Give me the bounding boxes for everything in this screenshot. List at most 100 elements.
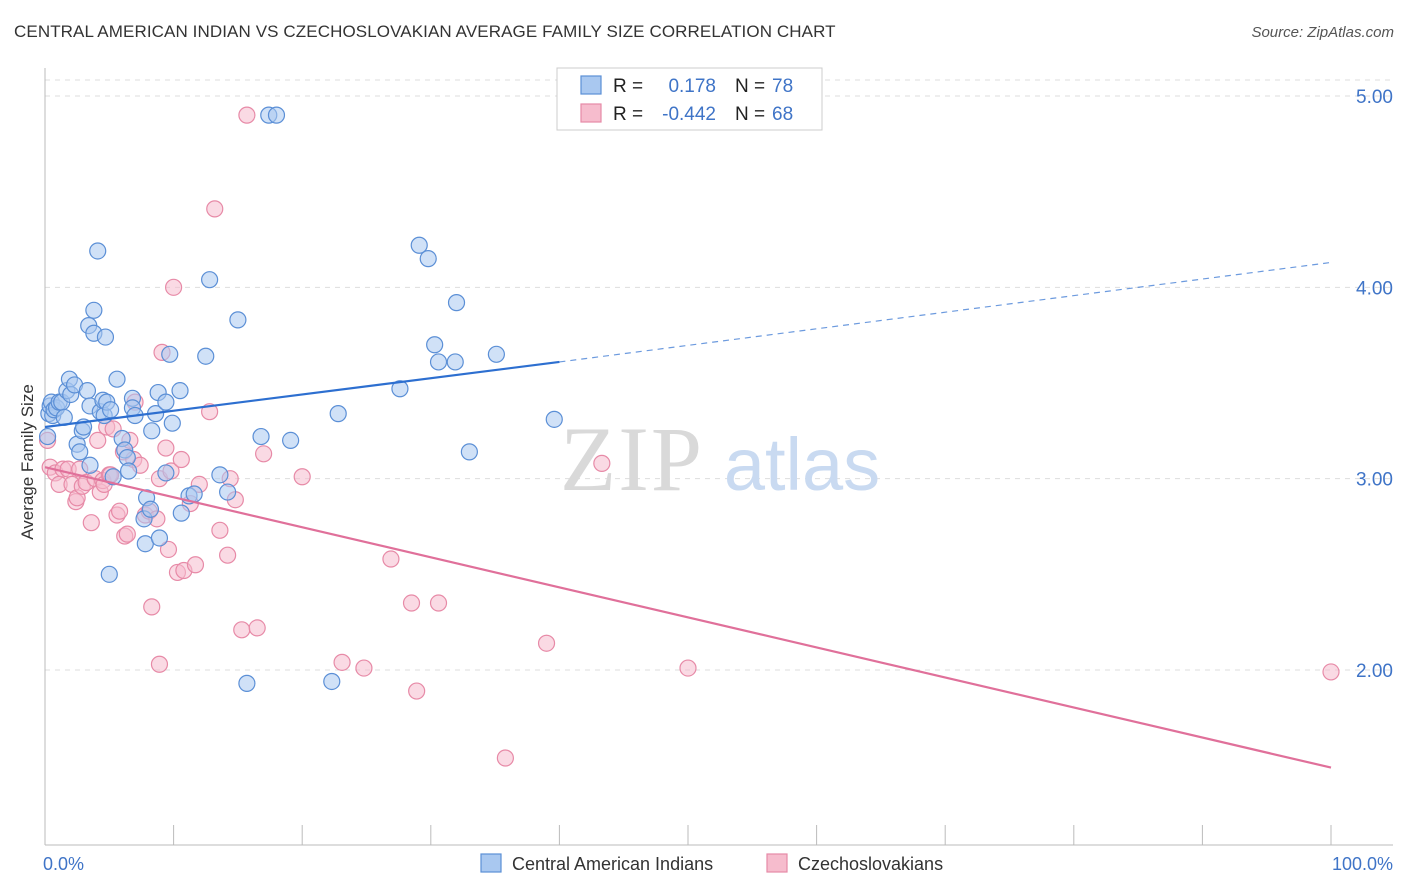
point-central-american-indians-28 <box>96 328 115 346</box>
point-czechoslovakians-68 <box>679 659 697 677</box>
point-central-american-indians-70 <box>410 236 428 254</box>
stats-n-value-blue: 78 <box>772 76 793 97</box>
point-central-american-indians-32 <box>104 468 122 486</box>
point-central-american-indians-48 <box>150 529 169 547</box>
point-czechoslovakians-50 <box>211 521 229 539</box>
point-czechoslovakians-60 <box>355 659 373 677</box>
stats-legend: R = 0.178 N = 78 R = -0.442 N = 68 <box>556 67 823 131</box>
point-central-american-indians-52 <box>163 414 181 432</box>
trend-line-central-american-indians <box>44 360 560 429</box>
stats-r-value-blue: 0.178 <box>668 76 716 97</box>
y-axis-label: Average Family Size <box>18 384 37 540</box>
stats-swatch-pink <box>580 103 602 123</box>
point-czechoslovakians-66 <box>537 634 556 652</box>
point-central-american-indians-45 <box>143 422 161 440</box>
stats-r-value-pink: -0.442 <box>662 104 716 125</box>
point-central-american-indians-53 <box>171 382 189 400</box>
point-central-american-indians-18 <box>78 382 97 400</box>
point-czechoslovakians-63 <box>408 682 426 700</box>
point-czechoslovakians-12 <box>82 514 100 532</box>
trend-lines <box>44 261 1332 769</box>
point-czechoslovakians-57 <box>255 445 273 463</box>
axes <box>44 68 1393 846</box>
point-central-american-indians-62 <box>238 674 256 692</box>
point-central-american-indians-72 <box>426 336 444 354</box>
point-czechoslovakians-65 <box>496 749 514 767</box>
legend-swatch-pink <box>766 853 788 873</box>
y-tick-labels: 2.00 3.00 4.00 5.00 <box>1356 87 1393 682</box>
series-legend: Central American Indians Czechoslovakian… <box>480 853 943 874</box>
point-czechoslovakians-64 <box>429 594 448 612</box>
point-czechoslovakians-38 <box>157 439 175 457</box>
stats-r-label-blue: R = <box>613 76 643 97</box>
point-central-american-indians-66 <box>282 431 300 449</box>
point-central-american-indians-37 <box>119 462 138 480</box>
legend-label-pink: Czechoslovakians <box>798 854 943 874</box>
x-tick-label-0: 0.0% <box>43 854 84 874</box>
point-central-american-indians-33 <box>108 370 126 388</box>
source-label: Source: ZipAtlas.com <box>1251 24 1394 41</box>
series-central-american-indians <box>38 106 563 692</box>
point-central-american-indians-15 <box>71 443 89 461</box>
point-central-american-indians-61 <box>229 311 247 329</box>
point-central-american-indians-78 <box>545 410 563 428</box>
point-central-american-indians-56 <box>185 485 203 503</box>
point-czechoslovakians-55 <box>238 106 256 124</box>
y-tick-label-0: 2.00 <box>1356 661 1393 682</box>
point-central-american-indians-58 <box>201 271 219 289</box>
point-central-american-indians-63 <box>252 427 270 446</box>
point-central-american-indians-50 <box>157 393 175 411</box>
point-czechoslovakians-39 <box>159 540 178 559</box>
point-czechoslovakians-43 <box>172 450 190 469</box>
point-central-american-indians-31 <box>101 401 120 419</box>
y-tick-label-2: 4.00 <box>1356 278 1393 299</box>
point-czechoslovakians-49 <box>206 200 224 218</box>
watermark-atlas: atlas <box>724 423 880 506</box>
point-central-american-indians-65 <box>267 106 286 124</box>
point-czechoslovakians-46 <box>186 556 205 574</box>
point-central-american-indians-59 <box>211 466 229 484</box>
point-central-american-indians-71 <box>419 250 437 268</box>
point-czechoslovakians-58 <box>293 468 311 486</box>
trend-line-czechoslovakians <box>44 466 1332 769</box>
point-czechoslovakians-56 <box>248 619 266 637</box>
stats-r-label-pink: R = <box>613 104 643 125</box>
stats-n-label-pink: N = <box>735 104 765 125</box>
point-central-american-indians-49 <box>157 464 175 482</box>
point-central-american-indians-0 <box>38 427 57 446</box>
point-czechoslovakians-59 <box>333 653 351 671</box>
point-central-american-indians-67 <box>329 405 347 423</box>
x-tick-labels: 0.0% 100.0% <box>43 854 1393 874</box>
watermark-zip: ZIP <box>560 408 704 510</box>
point-central-american-indians-69 <box>391 380 409 398</box>
point-central-american-indians-60 <box>219 483 237 501</box>
point-czechoslovakians-67 <box>593 454 611 472</box>
point-czechoslovakians-33 <box>143 598 161 616</box>
point-central-american-indians-44 <box>141 500 160 518</box>
stats-swatch-blue <box>580 75 602 95</box>
point-czechoslovakians-14 <box>89 431 107 449</box>
point-central-american-indians-75 <box>447 294 466 312</box>
point-czechoslovakians-35 <box>150 655 169 673</box>
point-central-american-indians-24 <box>89 242 107 260</box>
point-central-american-indians-21 <box>81 456 99 474</box>
point-central-american-indians-76 <box>460 443 478 461</box>
grid-lines <box>45 79 1393 671</box>
legend-label-blue: Central American Indians <box>512 854 713 874</box>
point-central-american-indians-73 <box>429 353 448 371</box>
point-czechoslovakians-26 <box>118 525 136 543</box>
trend-line-central-american-indians-extended <box>559 261 1332 363</box>
point-central-american-indians-77 <box>487 345 505 363</box>
point-central-american-indians-57 <box>197 347 215 365</box>
point-czechoslovakians-54 <box>233 621 251 639</box>
point-czechoslovakians-62 <box>402 594 421 612</box>
point-czechoslovakians-23 <box>110 502 129 520</box>
point-czechoslovakians-61 <box>382 550 400 568</box>
point-czechoslovakians-69 <box>1322 663 1340 681</box>
point-central-american-indians-68 <box>323 672 341 691</box>
stats-n-value-pink: 68 <box>772 104 793 125</box>
point-czechoslovakians-41 <box>165 278 183 296</box>
point-central-american-indians-23 <box>85 301 103 319</box>
point-central-american-indians-30 <box>100 565 118 583</box>
